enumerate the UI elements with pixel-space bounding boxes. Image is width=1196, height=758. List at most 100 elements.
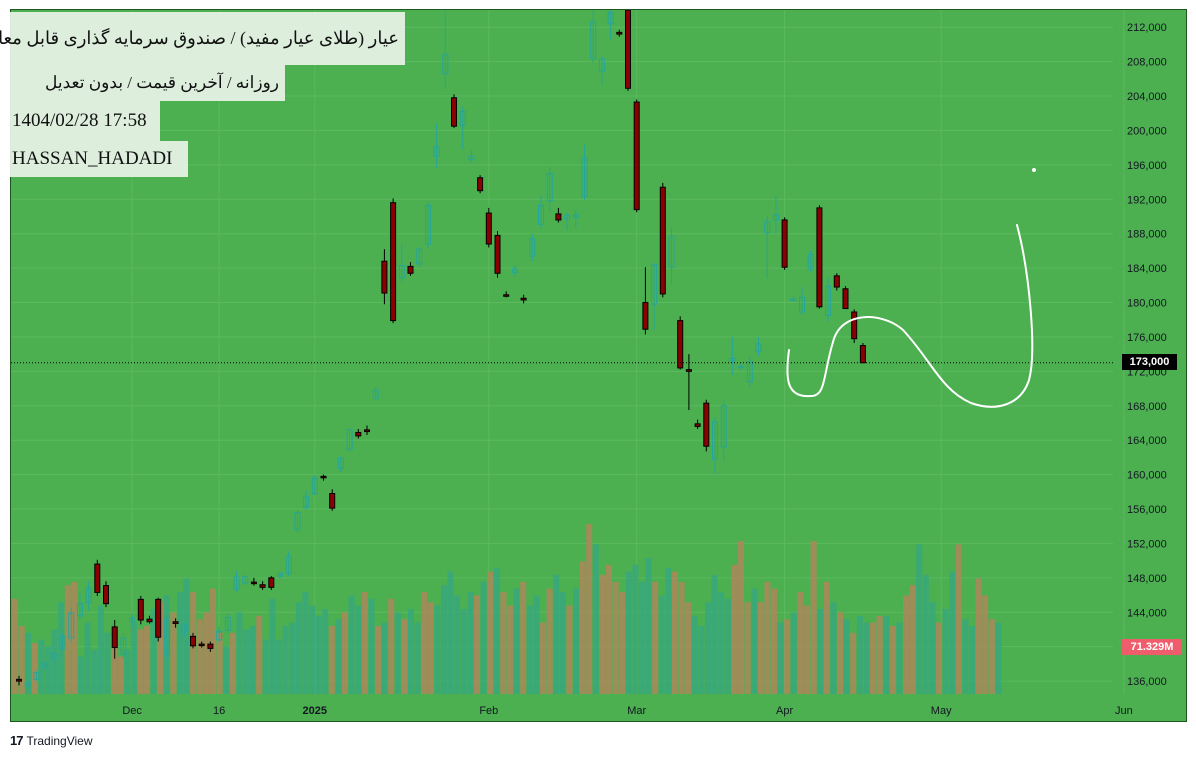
candle-body [233,576,240,590]
chart-title: عیار (طلای عیار مفید) / صندوق سرمایه گذا… [0,12,405,65]
volume-bar [724,598,731,694]
volume-bar [903,595,909,694]
volume-bar [223,646,230,694]
candle-body [503,294,510,297]
price-axis: 136,000140,000144,000148,000152,000156,0… [1127,22,1167,688]
candle-body [181,624,188,633]
candle-body [216,630,223,641]
volume-bar [797,592,804,694]
volume-bar [658,595,665,694]
y-tick-label: 136,000 [1127,676,1167,688]
volume-bar [632,564,639,694]
volume-bar [540,622,546,694]
candle-body [825,285,832,316]
candle-body [642,302,649,330]
volume-bar [137,629,144,694]
candle-body [851,311,858,340]
candle-body [155,598,162,638]
volume-bar [335,619,342,694]
volume-bar [751,588,758,694]
candle-body [416,248,423,265]
candle-body [538,204,544,225]
y-tick-label: 184,000 [1127,263,1167,275]
candle-body [259,584,266,588]
volume-bar [177,592,183,694]
volume-bar [315,615,322,694]
volume-bar [810,541,817,694]
volume-bar [460,609,467,694]
volume-bar [434,605,441,694]
candle-body [311,477,318,495]
volume-bar [639,581,645,694]
x-tick-label: Jun [1115,705,1133,717]
volume-bar [949,571,956,694]
candle-body [294,511,301,531]
volume-bar [282,626,289,694]
volume-bar [645,558,652,694]
time-axis: Dec 16 2025 Feb Mar Apr May Jun [122,705,1132,717]
volume-bar [771,588,777,694]
volume-bar [764,581,771,694]
volume-bar [487,571,494,694]
volume-bar [342,612,348,694]
candle-body [129,617,136,623]
candle-body [511,268,518,273]
candle-body [729,357,736,362]
volume-bar [130,622,137,694]
candle-body [146,618,153,623]
candle-body [833,275,840,288]
candlestick-chart[interactable]: 136,000140,000144,000148,000152,000156,0… [11,10,1188,723]
volume-bar [117,656,124,694]
candle-body [598,58,605,72]
volume-bar [295,602,302,694]
volume-bar [91,649,98,694]
candle-body [346,429,353,451]
tradingview-logo-icon: 17 [10,733,24,748]
candle-body [720,405,727,448]
volume-bar [361,592,368,694]
volume-bar [289,622,296,694]
candle-body [451,97,457,127]
volume-bar [269,598,276,694]
volume-bar [777,622,784,694]
volume-bar [401,619,408,694]
candle-body [485,212,492,245]
candle-body [337,457,344,470]
candle-body [607,12,614,25]
volume-bar [441,585,447,694]
volume-bar [427,602,434,694]
volume-bar [546,588,553,694]
tradingview-logo[interactable]: 17 TradingView [10,733,93,748]
candle-body [277,573,283,577]
candle-body [590,21,597,59]
volume-bar [711,575,718,694]
volume-bar [975,578,982,694]
y-tick-label: 200,000 [1127,125,1167,137]
candle-body [76,603,83,617]
y-tick-label: 192,000 [1127,194,1167,206]
candle-body [625,10,631,89]
candle-body [520,297,527,301]
volume-bar [573,588,579,694]
chart-datetime: 1404/02/28 17:58 [10,101,160,141]
volume-bar [500,592,507,694]
volume-bar [309,605,315,694]
volume-bar [738,541,744,694]
volume-bar [843,619,850,694]
volume-bar [955,544,962,694]
volume-bar [856,615,863,694]
volume-bar [355,605,362,694]
volume-bar [744,602,751,694]
chart-area[interactable]: 136,000140,000144,000148,000152,000156,0… [10,9,1187,722]
candle-body [407,265,414,274]
volume-bar [837,612,843,694]
volume-bar [513,588,520,694]
volume-bar [229,632,236,694]
grid-lines [11,10,1125,694]
candle-body [659,186,666,295]
volume-bar [276,639,282,694]
candle-body [33,671,40,680]
volume-bar [447,571,454,694]
candle-body [207,643,214,649]
volume-bar [982,595,989,694]
